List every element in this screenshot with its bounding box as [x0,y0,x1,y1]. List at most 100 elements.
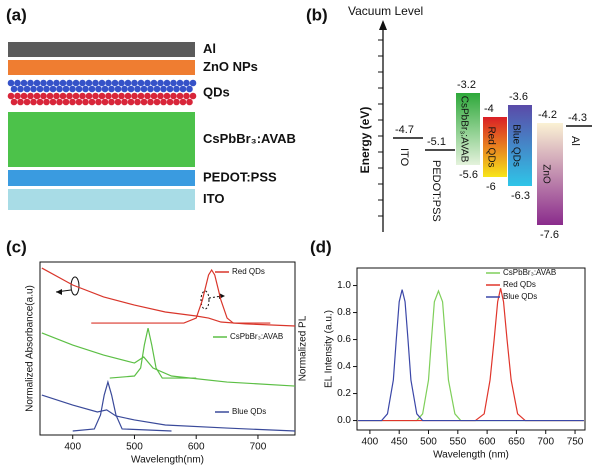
qd-sphere [53,92,60,100]
band-name: CsPbBr₃:AVAB [458,96,469,163]
qd-sphere [56,85,63,93]
band-name: ZnO [540,164,551,184]
qd-sphere [62,85,70,93]
qd-sphere [49,98,57,106]
el-line [358,289,584,422]
qd-sphere [23,98,31,106]
energy-band [508,105,532,186]
layer [8,42,195,57]
qd-sphere [101,98,109,106]
qd-sphere [17,85,24,93]
layer [8,170,195,186]
qd-sphere [186,98,193,106]
qd-sphere [40,79,47,87]
qd-sphere [121,85,128,93]
qd-sphere [10,98,18,106]
qd-sphere [140,85,148,93]
energy-value: -7.6 [540,229,559,241]
y-tick-label: 0.2 [337,388,351,399]
legend-label: CsPbBr₃:AVAB [230,332,283,341]
y-tick-label: 0.0 [337,415,351,426]
qd-sphere [53,79,60,87]
qd-sphere [27,79,34,87]
qd-sphere [111,79,119,87]
energy-value: -3.2 [457,79,476,91]
qd-sphere [105,92,112,100]
qd-sphere [49,85,57,93]
qd-sphere [95,85,102,93]
annotation-ellipse [200,290,210,310]
qd-sphere [20,92,28,100]
x-axis-label: Wavelength(nm) [131,455,204,465]
qd-sphere [134,98,141,106]
annotation-ellipse [70,276,80,296]
energy-axis-label: Energy (eV) [358,107,372,174]
qd-sphere [131,79,138,87]
layer-label: Al [203,41,216,56]
energy-band [483,117,507,177]
layer-name: PEDOT:PSS [430,160,442,222]
qd-sphere [131,92,138,100]
qd-sphere [30,85,37,93]
energy-value: -6.3 [511,190,530,202]
qd-sphere [33,79,41,87]
qd-sphere [27,92,34,100]
qd-sphere [124,92,132,100]
el-line [358,288,584,422]
qd-sphere [7,92,15,100]
qd-sphere [166,98,174,106]
qd-sphere [69,85,76,93]
qd-sphere [82,85,89,93]
x-axis-label: Wavelength (nm) [433,450,509,461]
energy-value: -5.1 [427,136,446,148]
qd-sphere [79,92,86,100]
energy-value: -4 [484,103,494,115]
panel-label: (a) [6,5,27,24]
y2-axis-label: Normalized PL [298,315,309,381]
y-tick-label: 0.6 [337,334,351,345]
qd-sphere [170,79,177,87]
qd-sphere [66,79,73,87]
legend-label: Red QDs [503,280,536,289]
qd-sphere [170,92,177,100]
panel-label: (d) [310,237,332,256]
qd-sphere [147,85,154,93]
layer-label: CsPbBr₃:AVAB [203,131,296,146]
layer [8,189,195,210]
qd-sphere [140,98,148,106]
layer-label: QDs [203,84,230,99]
x-tick-label: 700 [250,442,267,453]
pl-line [91,268,271,324]
qd-sphere [43,85,50,93]
qd-sphere [59,79,67,87]
qd-sphere [147,98,154,106]
energy-value: -5.6 [459,169,478,181]
qd-sphere [20,79,28,87]
qd-sphere [23,85,31,93]
panel-label: (b) [306,5,328,24]
qd-sphere [98,92,106,100]
band-name: Red QDs [485,126,496,167]
qd-sphere [108,98,115,106]
qd-sphere [160,98,167,106]
qd-sphere [189,79,197,87]
energy-value: -4.2 [538,109,557,121]
qd-sphere [10,85,18,93]
qd-sphere [150,92,158,100]
qd-sphere [105,79,112,87]
qd-sphere [114,98,122,106]
annotation-arrowhead [56,289,62,295]
energy-band [537,123,563,225]
qd-sphere [59,92,67,100]
layer [8,60,195,75]
qd-sphere [114,85,122,93]
layer-label: ZnO NPs [203,59,258,74]
x-tick-label: 600 [188,442,205,453]
energy-value: -4.7 [395,124,414,136]
qd-sphere [101,85,109,93]
qd-sphere [160,85,167,93]
absorbance-line [41,332,296,387]
qd-sphere [179,85,187,93]
vacuum-level: Vacuum Level [348,4,423,18]
